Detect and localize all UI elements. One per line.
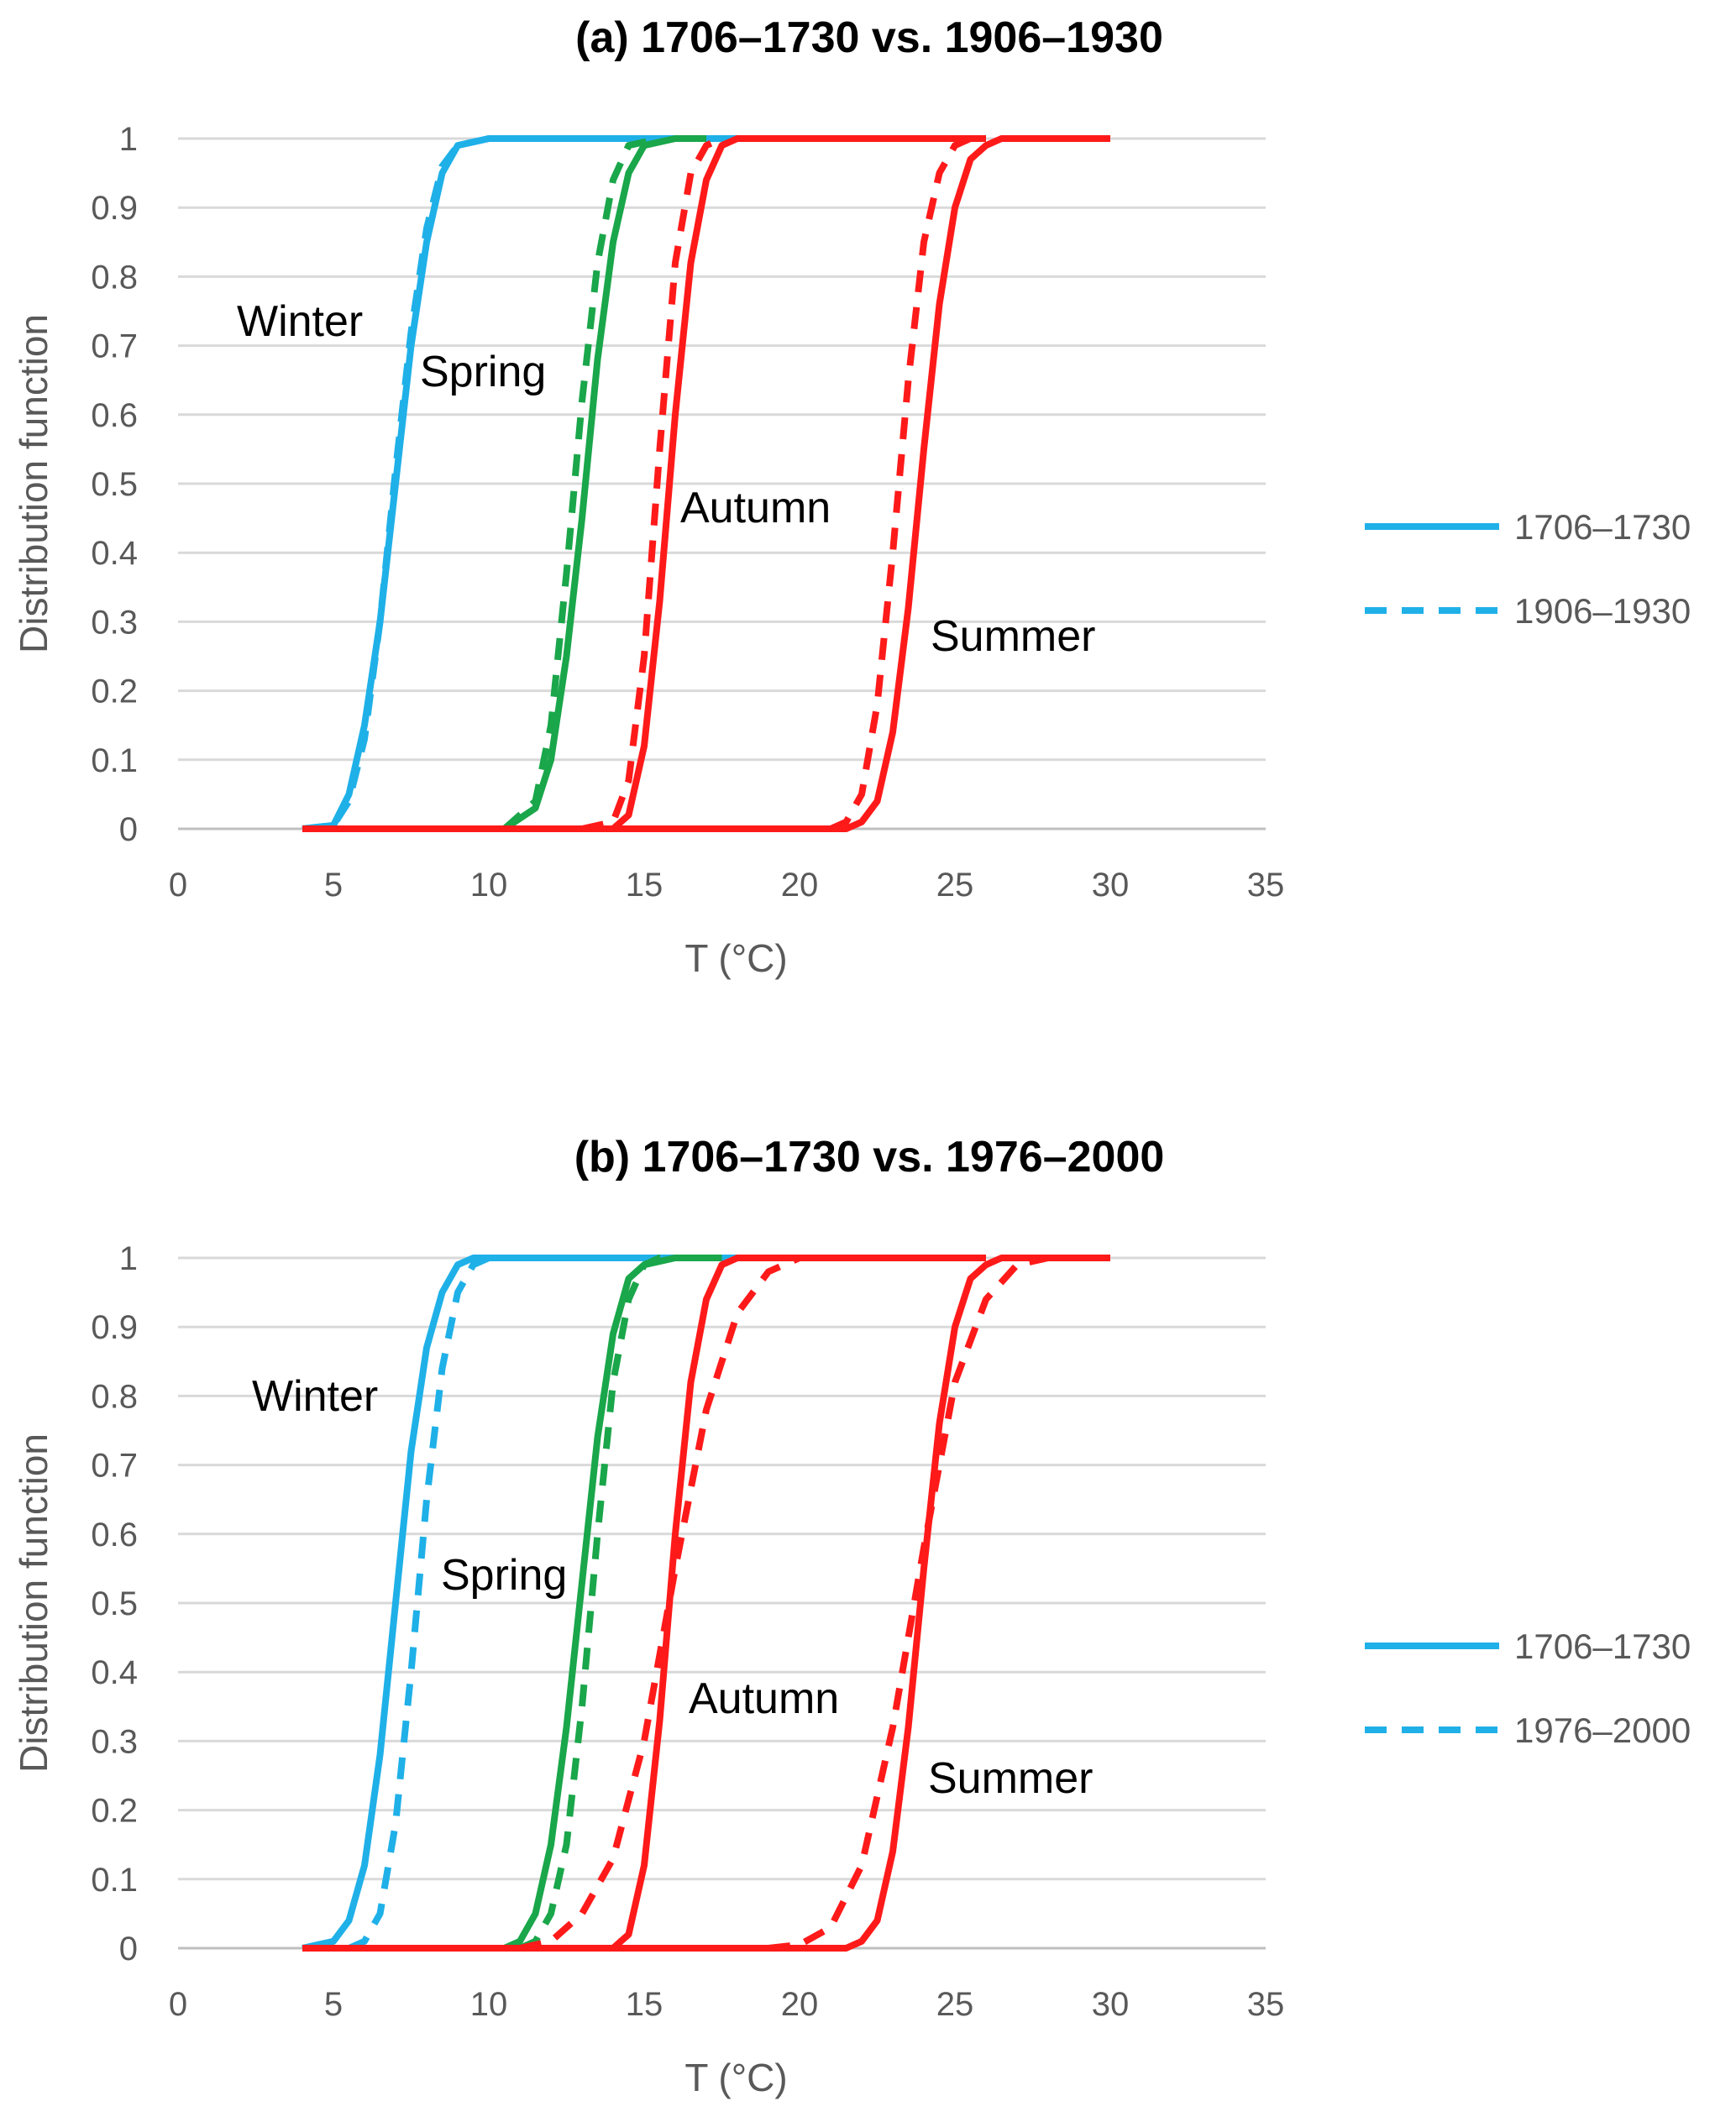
chart-panel-b: (b) 1706–1730 vs. 1976–2000 0 0.1 0.2 0.3 0.4… — [12, 1133, 1691, 2099]
season-label-winter: Winter — [237, 297, 363, 346]
x-tick-label: 30 — [1092, 867, 1130, 904]
season-label-autumn: Autumn — [689, 1674, 839, 1723]
y-axis-title: Distribution function — [12, 314, 55, 653]
series-line-summer-solid — [302, 135, 1110, 832]
x-axis-title: T (°C) — [684, 936, 787, 980]
series-line-summer-solid — [302, 1255, 1110, 1952]
x-tick-label: 20 — [781, 1986, 819, 2023]
y-tick-label: 1 — [119, 1240, 138, 1277]
series-line-summer-dashed — [829, 135, 986, 832]
x-tick-label: 0 — [169, 867, 187, 904]
y-tick-label: 0.8 — [91, 259, 138, 296]
season-label-spring: Spring — [441, 1551, 567, 1600]
y-tick-label: 0.5 — [91, 466, 138, 503]
x-tick-label: 20 — [781, 867, 819, 904]
season-label-spring: Spring — [420, 348, 546, 396]
y-tick-label: 0.6 — [91, 397, 138, 434]
y-tick-label: 0 — [119, 1931, 138, 1967]
x-tick-label: 30 — [1092, 1986, 1130, 2023]
chart-title: (a) 1706–1730 vs. 1906–1930 — [575, 13, 1163, 62]
x-tick-label: 25 — [936, 1986, 974, 2023]
series-line-winter-dashed — [302, 135, 490, 832]
series-line-autumn-solid — [302, 1255, 986, 1952]
y-tick-label: 0.3 — [91, 1723, 138, 1760]
y-tick-label: 0.5 — [91, 1585, 138, 1622]
x-tick-label: 35 — [1247, 1986, 1285, 2023]
season-label-summer: Summer — [928, 1754, 1093, 1803]
y-tick-label: 0.4 — [91, 1654, 138, 1691]
x-tick-label: 15 — [626, 867, 663, 904]
series-line-spring-dashed — [501, 135, 661, 831]
legend-label: 1706–1730 — [1514, 1627, 1691, 1666]
y-tick-label: 0.7 — [91, 328, 138, 365]
y-tick-label: 0 — [119, 811, 138, 848]
y-tick-label: 0.7 — [91, 1448, 138, 1485]
season-label-summer: Summer — [931, 612, 1095, 661]
chart-title: (b) 1706–1730 vs. 1976–2000 — [574, 1133, 1165, 1182]
y-tick-label: 0.8 — [91, 1378, 138, 1415]
y-tick-label: 0.3 — [91, 604, 138, 641]
x-tick-label: 25 — [936, 867, 974, 904]
series-line-spring-dashed — [518, 1255, 691, 1952]
y-tick-label: 1 — [119, 121, 138, 158]
x-tick-label: 0 — [169, 1986, 187, 2023]
x-tick-label: 5 — [324, 867, 343, 904]
y-tick-label: 0.1 — [91, 1862, 138, 1899]
legend-label: 1906–1930 — [1514, 591, 1691, 631]
series-line-autumn-solid — [302, 135, 986, 832]
y-tick-label: 0.6 — [91, 1517, 138, 1554]
y-tick-label: 0.9 — [91, 1309, 138, 1346]
y-tick-label: 0.1 — [91, 742, 138, 779]
season-label-autumn: Autumn — [680, 484, 831, 532]
x-tick-label: 15 — [626, 1986, 663, 2023]
y-tick-label: 0.9 — [91, 190, 138, 227]
series-line-autumn-dashed — [519, 1255, 831, 1952]
series-line-summer-dashed — [768, 1255, 1049, 1952]
x-tick-label: 35 — [1247, 867, 1285, 904]
season-label-winter: Winter — [252, 1372, 378, 1421]
y-tick-label: 0.4 — [91, 535, 138, 572]
x-tick-label: 10 — [470, 867, 508, 904]
series-line-spring-solid — [302, 135, 706, 832]
y-tick-label: 0.2 — [91, 673, 138, 710]
series-line-winter-dashed — [347, 1255, 520, 1952]
x-tick-label: 10 — [470, 1986, 508, 2023]
series-line-winter-solid — [302, 1255, 737, 1952]
x-axis-title: T (°C) — [684, 2056, 787, 2099]
x-tick-label: 5 — [324, 1986, 343, 2023]
y-axis-title: Distribution function — [12, 1433, 55, 1773]
y-tick-label: 0.2 — [91, 1793, 138, 1830]
legend-label: 1976–2000 — [1514, 1711, 1691, 1750]
legend-label: 1706–1730 — [1514, 507, 1691, 547]
chart-panel-a: (a) 1706–1730 vs. 1906–1930 0 0.1 0.2 0.3 0.4… — [12, 13, 1691, 980]
series-line-autumn-dashed — [581, 135, 724, 832]
